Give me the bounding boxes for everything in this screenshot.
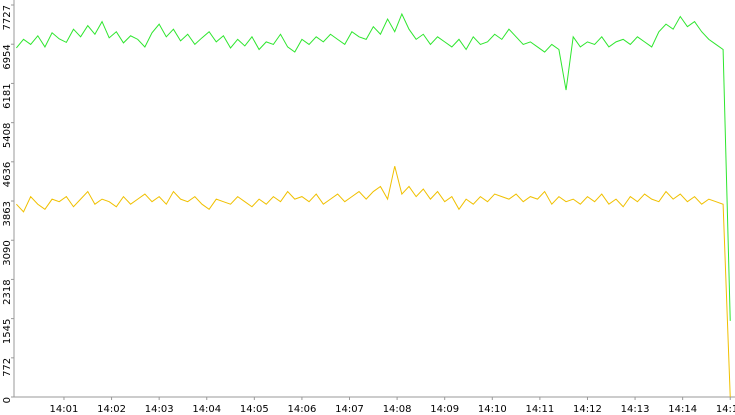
y-tick-label: 7727 xyxy=(2,5,13,30)
x-tick-label: 14:04 xyxy=(192,404,221,415)
x-tick-label: 14:08 xyxy=(383,404,412,415)
y-tick-label: 3090 xyxy=(2,240,13,265)
y-tick-label: 3863 xyxy=(2,201,13,226)
y-tick-label: 0 xyxy=(2,397,13,403)
x-tick-label: 14:05 xyxy=(240,404,269,415)
x-tick-label: 14:15 xyxy=(716,404,735,415)
x-tick-label: 14:09 xyxy=(430,404,459,415)
series-line xyxy=(15,12,731,321)
x-tick-label: 14:02 xyxy=(97,404,126,415)
x-tick-label: 14:03 xyxy=(145,404,174,415)
x-tick-label: 14:12 xyxy=(573,404,602,415)
y-tick-label: 4636 xyxy=(2,162,13,187)
x-tick-label: 14:06 xyxy=(288,404,317,415)
x-tick-label: 14:10 xyxy=(478,404,507,415)
x-tick-label: 14:01 xyxy=(50,404,79,415)
series-line xyxy=(16,166,731,398)
x-tick-label: 14:13 xyxy=(621,404,650,415)
x-tick-label: 14:11 xyxy=(525,404,554,415)
y-tick-label: 6954 xyxy=(2,44,13,69)
x-tick-label: 14:07 xyxy=(335,404,364,415)
y-tick-label: 5408 xyxy=(2,123,13,148)
y-tick-label: 1545 xyxy=(2,319,13,344)
x-tick-label: 14:14 xyxy=(668,404,697,415)
y-tick-label: 772 xyxy=(2,358,13,377)
y-tick-label: 6181 xyxy=(2,83,13,108)
y-tick-label: 2318 xyxy=(2,279,13,304)
